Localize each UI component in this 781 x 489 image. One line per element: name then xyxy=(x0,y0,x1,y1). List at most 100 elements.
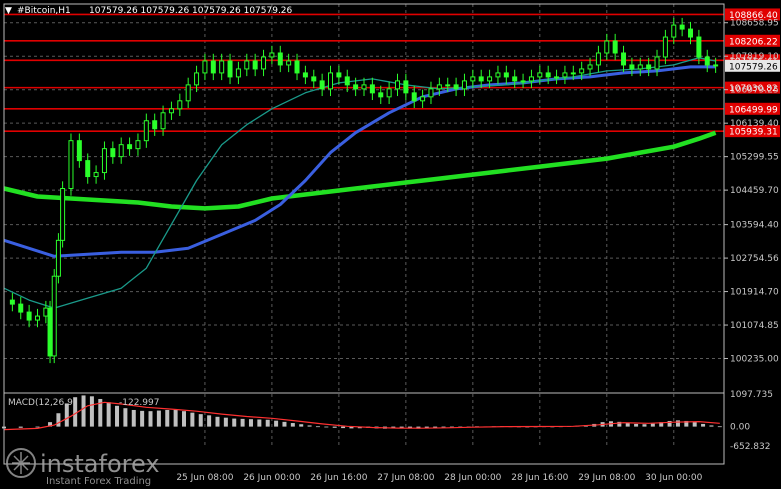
candle-body xyxy=(210,60,216,74)
watermark-brand: instaforex xyxy=(40,450,160,478)
y-tick-label: 108658.95 xyxy=(730,19,779,29)
macd-histogram-bar xyxy=(123,408,128,427)
ma-mid-line xyxy=(3,65,716,258)
macd-histogram-bar xyxy=(73,397,78,427)
candle-body xyxy=(595,52,601,66)
macd-histogram-bar xyxy=(115,405,120,427)
x-tick-label: 28 Jun 00:00 xyxy=(444,473,501,483)
candle-body xyxy=(294,60,300,74)
candle-body xyxy=(252,60,258,70)
candle-body xyxy=(470,76,476,82)
candle-body xyxy=(118,144,124,158)
candle-body xyxy=(244,60,250,70)
macd-histogram-bar xyxy=(274,420,279,427)
candle-body xyxy=(579,68,585,74)
level-label: 107030.82 xyxy=(729,84,778,94)
macd-histogram-bar xyxy=(332,426,337,428)
candle-body xyxy=(604,40,610,54)
macd-histogram-bar xyxy=(617,421,622,427)
logo-star-icon xyxy=(12,452,30,474)
level-label-box xyxy=(725,8,780,21)
candle-body xyxy=(51,275,57,357)
macd-histogram-bar xyxy=(709,425,714,427)
candle-body xyxy=(185,84,191,102)
macd-label: MACD(12,26,9) xyxy=(8,398,76,408)
current-price-box xyxy=(725,59,780,72)
macd-histogram-bar xyxy=(299,424,304,427)
chart-symbol: #Bitcoin,H1 xyxy=(17,6,71,16)
candle-body xyxy=(277,52,283,66)
x-tick-label: 26 Jun 00:00 xyxy=(243,473,300,483)
macd-histogram-bar xyxy=(701,423,706,427)
chart-ohlc: 107579.26 107579.26 107579.26 107579.26 xyxy=(89,6,293,16)
header-arrow-icon[interactable]: ▼ xyxy=(5,6,12,16)
candle-body xyxy=(235,68,241,78)
macd-histogram-bar xyxy=(156,410,161,427)
macd-histogram-bar xyxy=(98,398,103,427)
price-series xyxy=(9,17,719,364)
macd-histogram-bar xyxy=(35,426,40,428)
candle-body xyxy=(47,307,53,357)
candle-body xyxy=(160,112,166,130)
macd-histogram-bar xyxy=(173,409,178,427)
macd-panel xyxy=(2,395,722,431)
candle-body xyxy=(503,72,509,78)
macd-histogram-bar xyxy=(349,426,354,429)
candle-body xyxy=(512,76,518,82)
candle-body xyxy=(26,311,32,321)
y-tick-label: 105299.55 xyxy=(730,153,779,163)
y-tick-label: 100235.00 xyxy=(730,355,779,365)
macd-histogram-bar xyxy=(650,423,655,427)
candle-body xyxy=(202,60,208,74)
candle-body xyxy=(453,84,459,90)
macd-histogram-bar xyxy=(106,402,111,427)
y-tick-label: 106979.25 xyxy=(730,86,779,96)
level-label: 108866.40 xyxy=(729,11,778,21)
candle-body xyxy=(9,299,15,305)
macd-histogram-bar xyxy=(625,423,630,427)
macd-histogram-bar xyxy=(675,420,680,427)
candle-body xyxy=(654,56,660,70)
macd-histogram-bar xyxy=(307,425,312,427)
logo-circle-icon xyxy=(6,448,36,478)
watermark-tagline: Instant Forex Trading xyxy=(46,476,151,487)
candle-body xyxy=(478,76,484,82)
candle-body xyxy=(110,148,116,158)
level-label-box xyxy=(725,34,780,47)
macd-histogram-bar xyxy=(324,426,329,428)
candle-body xyxy=(302,72,308,78)
candle-body xyxy=(696,36,702,58)
macd-histogram-bar xyxy=(223,417,228,427)
candle-body xyxy=(646,64,652,70)
x-tick-label: 25 Jun 08:00 xyxy=(176,473,233,483)
macd-histogram-bar xyxy=(190,412,195,427)
candle-body xyxy=(621,52,627,66)
y-tick-label: 106139.40 xyxy=(730,119,779,129)
candle-body xyxy=(562,72,568,78)
macd-histogram-bar xyxy=(265,419,270,427)
candle-body xyxy=(143,120,149,142)
macd-histogram-bar xyxy=(165,409,170,427)
candle-body xyxy=(420,96,426,102)
x-tick-label: 27 Jun 08:00 xyxy=(377,473,434,483)
macd-histogram-bar xyxy=(215,416,220,427)
macd-histogram-bar xyxy=(433,426,438,428)
candle-body xyxy=(60,188,66,241)
axes: 100235.00 101074.85 101914.70 102754.56 1035… xyxy=(3,3,779,483)
candle-body xyxy=(537,72,543,78)
x-tick-label: 29 Jun 08:00 xyxy=(578,473,635,483)
macd-y-label: 0.00 xyxy=(730,423,750,433)
macd-y-label: 1097.735 xyxy=(730,390,773,400)
macd-histogram-bar xyxy=(441,426,446,428)
macd-histogram-bar xyxy=(18,426,23,428)
candle-body xyxy=(177,100,183,110)
candle-body xyxy=(55,239,61,277)
candle-body xyxy=(18,303,24,313)
macd-histogram-bar xyxy=(659,422,664,427)
candle-body xyxy=(101,148,107,174)
macd-histogram-bar xyxy=(207,415,212,427)
candle-body xyxy=(286,60,292,66)
macd-signal-line xyxy=(3,401,720,431)
candle-body xyxy=(570,72,576,75)
